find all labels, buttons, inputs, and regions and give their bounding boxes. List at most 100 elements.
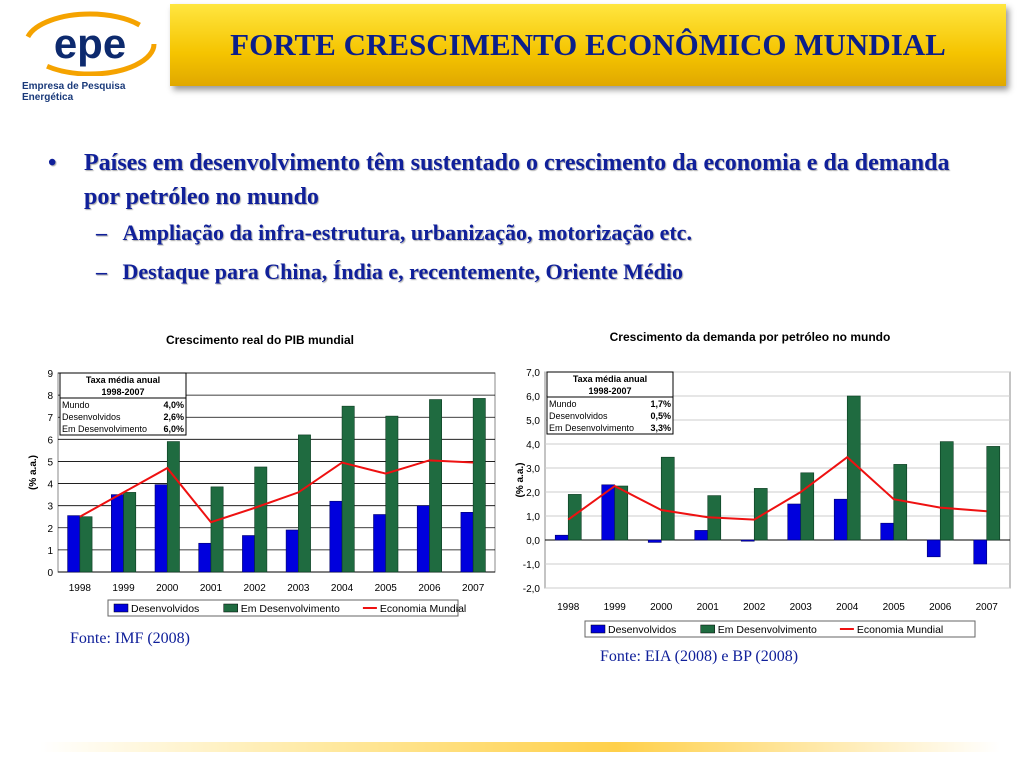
x-tick-label: 1998 [557, 602, 580, 613]
bar-desenvolvidos [198, 542, 212, 573]
x-tick-label: 2002 [743, 602, 766, 613]
y-tick-label: 4 [47, 480, 53, 491]
bar-desenvolvidos [926, 539, 941, 558]
bottom-decoration [40, 742, 1000, 752]
x-tick-label: 2005 [883, 602, 906, 613]
bar-desenvolvidos [416, 505, 430, 573]
y-tick-label: 5,0 [526, 416, 540, 427]
y-tick-label: 2 [47, 524, 53, 535]
table-row-value: 1,7% [650, 399, 671, 409]
table-row-label: Mundo [62, 400, 90, 410]
legend-label: Economia Mundial [380, 603, 466, 615]
x-tick-label: 1998 [69, 583, 92, 594]
y-tick-label: 5 [47, 457, 53, 468]
x-tick-label: 2006 [418, 583, 441, 594]
bar-desenvolvidos [973, 539, 988, 565]
line-economia-mundial [79, 459, 474, 524]
y-tick-label: 6,0 [526, 392, 540, 403]
x-tick-label: 2001 [697, 602, 720, 613]
bar-desenvolvidos [740, 539, 755, 542]
chart2-source: Fonte: EIA (2008) e BP (2008) [600, 648, 799, 665]
table-row-label: Desenvolvidos [62, 412, 121, 422]
x-tick-label: 2003 [287, 583, 310, 594]
bar-em-desenvolvimento [660, 456, 675, 541]
x-tick-label: 1999 [112, 583, 135, 594]
x-tick-label: 2003 [790, 602, 813, 613]
table-row-value: 0,5% [650, 411, 671, 421]
legend-swatch [700, 624, 715, 634]
y-tick-label: 7,0 [526, 368, 540, 379]
table-header: Taxa média anual [86, 375, 160, 385]
bar-em-desenvolvimento [753, 488, 768, 541]
bar-em-desenvolvimento [341, 405, 355, 573]
bar-em-desenvolvimento [472, 398, 486, 573]
summary-table [546, 371, 674, 435]
legend-swatch [223, 603, 238, 613]
y-tick-label: -1,0 [523, 560, 541, 571]
x-tick-label: 2004 [331, 583, 354, 594]
y-tick-label: -2,0 [523, 584, 541, 595]
table-header: 1998-2007 [588, 386, 631, 396]
bullet-2: – Ampliação da infra-estrutura, urbaniza… [96, 220, 692, 246]
table-row-value: 2,6% [163, 412, 184, 422]
line-economia-mundial [567, 455, 987, 521]
x-tick-label: 2001 [200, 583, 223, 594]
page-title: FORTE CRESCIMENTO ECONÔMICO MUNDIAL [230, 27, 946, 62]
bar-em-desenvolvimento [123, 492, 137, 573]
legend-label: Em Desenvolvimento [718, 624, 817, 636]
y-tick-label: 1,0 [526, 512, 540, 523]
bar-em-desenvolvimento [79, 516, 93, 573]
summary-table [59, 372, 187, 436]
title-bar: FORTE CRESCIMENTO ECONÔMICO MUNDIAL [170, 4, 1006, 86]
bar-desenvolvidos [373, 514, 387, 573]
bar-desenvolvidos [242, 535, 255, 573]
bar-desenvolvidos [285, 529, 299, 573]
bar-desenvolvidos [647, 539, 662, 543]
bar-desenvolvidos [460, 512, 474, 573]
bar-em-desenvolvimento [614, 485, 629, 541]
bar-desenvolvidos [67, 515, 81, 573]
y-tick-label: 3 [47, 502, 53, 513]
oil-demand-chart: -2,0 -1,0 0,0 1,0 2,0 3,0 4,0 5,0 6,0 7,0 (% a.a.)… [515, 368, 1011, 638]
table-row-label: Desenvolvidos [549, 411, 608, 421]
bar-desenvolvidos [787, 503, 802, 541]
y-tick-label: 1 [47, 546, 53, 557]
legend [584, 620, 976, 638]
y-tick-label: 2,0 [526, 488, 540, 499]
legend-label: Desenvolvidos [131, 603, 199, 615]
y-axis-label: (% a.a.) [28, 455, 39, 490]
bullet-text: Ampliação da infra-estrutura, urbanizaçã… [122, 220, 692, 245]
logo-subtitle: Empresa de Pesquisa Energética [22, 81, 126, 103]
chart2-title: Crescimento da demanda por petróleo no m… [609, 330, 891, 344]
table-header: Taxa média anual [573, 374, 647, 384]
bullet-marker: – [96, 220, 107, 245]
y-tick-label: 8 [47, 391, 53, 402]
gdp-chart: 0 1 2 3 4 5 6 7 8 9 (% a.a.) 1998 1999 2000 2001 2002 20… [28, 369, 496, 617]
x-tick-label: 2002 [244, 583, 267, 594]
chart1-title: Crescimento real do PIB mundial [165, 333, 355, 347]
x-tick-label: 2000 [650, 602, 673, 613]
bar-desenvolvidos [880, 522, 895, 541]
bullet-text: Destaque para China, Índia e, recentemen… [122, 259, 684, 284]
y-axis-label: (% a.a.) [515, 462, 526, 497]
chart1-source: Fonte: IMF (2008) [70, 630, 190, 647]
bar-em-desenvolvimento [986, 446, 1001, 541]
y-tick-label: 3,0 [526, 464, 540, 475]
legend-label: Em Desenvolvimento [241, 603, 340, 615]
bullet-marker: – [96, 259, 107, 284]
table-row-label: Mundo [549, 399, 577, 409]
y-tick-label: 7 [47, 413, 53, 424]
logo-swoosh-icon: epe [23, 11, 157, 77]
legend-swatch [113, 603, 129, 613]
table-row-value: 4,0% [163, 400, 184, 410]
x-tick-label: 2004 [836, 602, 859, 613]
y-tick-label: 9 [47, 369, 53, 380]
x-tick-label: 2007 [462, 583, 485, 594]
y-tick-label: 6 [47, 435, 53, 446]
table-row-value: 6,0% [163, 424, 184, 434]
bar-em-desenvolvimento [298, 434, 311, 573]
bar-em-desenvolvimento [385, 415, 399, 573]
bar-desenvolvidos [833, 498, 848, 541]
bar-desenvolvidos [111, 494, 124, 573]
x-tick-label: 2005 [375, 583, 398, 594]
